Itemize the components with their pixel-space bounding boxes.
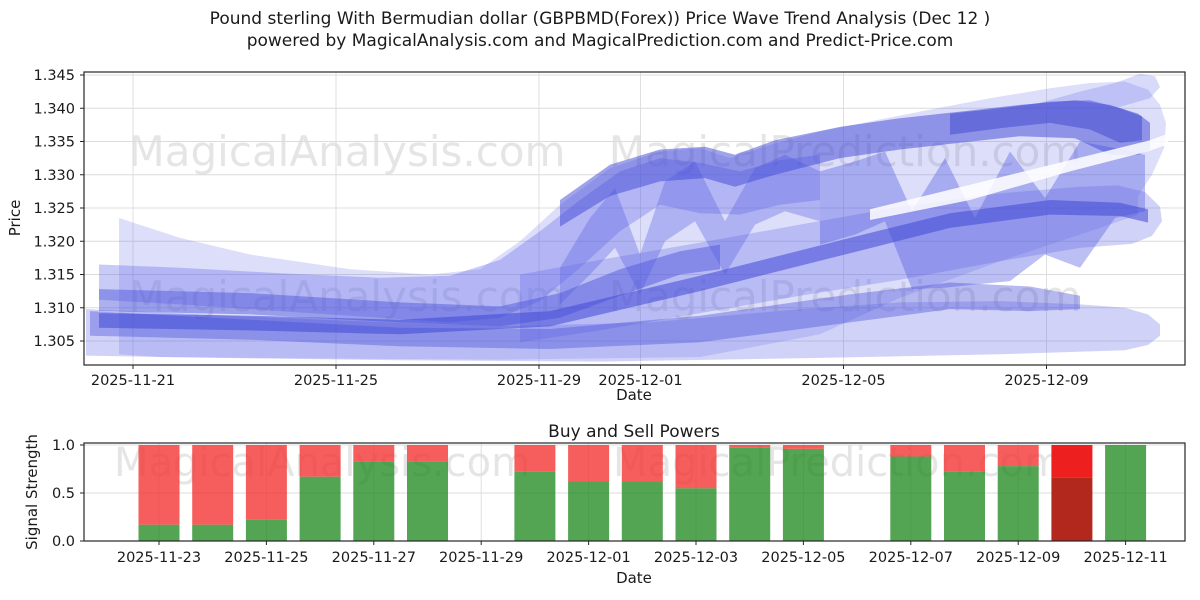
watermark-text: MagicalAnalysis.com	[129, 272, 566, 321]
sell-bar-2025-12-07	[890, 445, 932, 457]
sell-bar-2025-12-09	[997, 445, 1039, 467]
x-tick-label: 2025-12-11	[1083, 550, 1167, 566]
sell-bar-2025-12-05	[782, 445, 824, 449]
x-tick-label: 2025-12-09	[1004, 373, 1088, 389]
buy-sell-ticks: 0.0 0.5 1.0 2025-11-23 2025-11-25 2025-11-27 2…	[52, 438, 1168, 566]
x-tick-label: 2025-12-09	[976, 550, 1060, 566]
buy-bar-2025-12-05	[782, 448, 824, 541]
wave-band-pale-envelope	[119, 81, 1166, 360]
y-tick-label: 0.0	[52, 534, 75, 550]
x-tick-label: 2025-11-29	[439, 550, 523, 566]
figure-title-line1: Pound sterling With Bermudian dollar (GB…	[210, 9, 991, 29]
wave-band-dark-left-band	[99, 244, 720, 327]
x-tick-label: 2025-12-05	[801, 373, 885, 389]
wave-band-top-right-pale-blob	[1040, 73, 1160, 114]
sell-bar-2025-12-04	[729, 445, 771, 448]
buy-bar-2025-12-03	[675, 488, 717, 541]
sell-bar-2025-11-26	[299, 445, 341, 477]
price-wave-bands	[86, 73, 1168, 362]
sell-bar-2025-11-24	[192, 445, 234, 525]
x-tick-label: 2025-12-01	[546, 550, 630, 566]
y-tick-label: 1.315	[33, 268, 75, 284]
buy-bar-2025-12-09	[997, 466, 1039, 541]
wave-band-top-darkest-overlay	[950, 100, 1142, 143]
sell-bar-2025-12-03	[675, 445, 717, 489]
buy-sell-chart-title: Buy and Sell Powers	[548, 422, 720, 442]
buy-bar-2025-11-25	[245, 519, 287, 541]
y-tick-label: 1.335	[33, 135, 75, 151]
buy-bar-2025-11-27	[353, 461, 395, 541]
y-tick-label: 0.5	[52, 486, 75, 502]
wave-band-zigzag-left	[560, 154, 820, 305]
sell-bar-2025-11-25	[245, 445, 287, 520]
buy-bar-2025-11-26	[299, 476, 341, 541]
wave-band-middle-wave-finger	[520, 185, 1162, 343]
wave-band-left-medium-band	[99, 154, 820, 323]
buy-sell-chart-border	[83, 442, 1186, 542]
x-tick-label: 2025-11-21	[91, 373, 175, 389]
price-chart-xaxis-label: Date	[616, 386, 652, 404]
buy-bar-2025-11-23	[138, 524, 180, 541]
price-chart: MagicalAnalysis.comMagicalPrediction.com…	[6, 68, 1186, 404]
y-tick-label: 1.305	[33, 334, 75, 350]
buy-bar-2025-11-28	[407, 461, 448, 541]
buy-bar-2025-12-07	[890, 456, 932, 541]
wave-band-lower-wave-finger	[86, 301, 1160, 362]
y-tick-label: 1.340	[33, 101, 75, 117]
y-tick-label: 1.310	[33, 301, 75, 317]
y-tick-label: 1.330	[33, 168, 75, 184]
x-tick-label: 2025-12-07	[869, 550, 953, 566]
wave-band-white-gap-sliver	[870, 133, 1168, 220]
sell-bar-2025-11-28	[407, 445, 448, 462]
buy-bar-2025-12-01	[568, 481, 610, 541]
x-tick-label: 2025-11-25	[294, 373, 378, 389]
x-tick-label: 2025-11-25	[224, 550, 308, 566]
buy-bar-2025-12-11	[1105, 445, 1147, 541]
buy-bar-2025-11-24	[192, 524, 234, 541]
x-tick-label: 2025-12-05	[761, 550, 845, 566]
buy-bar-2025-11-30	[514, 471, 556, 541]
x-tick-label: 2025-11-29	[497, 373, 581, 389]
buy-bar-2025-12-10	[1051, 477, 1093, 541]
buy-bar-2025-12-08	[944, 471, 985, 541]
y-tick-label: 1.345	[33, 68, 75, 84]
sell-bar-2025-12-10	[1051, 445, 1093, 478]
y-tick-label: 1.325	[33, 201, 75, 217]
wave-band-dark-diagonal-stripe	[99, 200, 1148, 335]
y-tick-label: 1.0	[52, 438, 75, 454]
buy-bar-2025-12-02	[621, 481, 663, 541]
sell-bar-2025-12-08	[944, 445, 985, 472]
sell-bar-2025-12-02	[621, 445, 663, 482]
x-tick-label: 2025-12-01	[598, 373, 682, 389]
x-tick-label: 2025-12-03	[654, 550, 738, 566]
wave-band-top-dark-cluster	[560, 100, 1150, 227]
watermark-text: MagicalAnalysis.com	[129, 127, 566, 176]
price-axis-label: Price	[6, 200, 24, 237]
price-chart-ticks: 1.305 1.310 1.315 1.320 1.325 1.330 1.335 1.340…	[33, 68, 1088, 389]
buy-sell-xaxis-label: Date	[616, 569, 652, 587]
x-tick-label: 2025-11-27	[332, 550, 416, 566]
sell-bar-2025-12-01	[568, 445, 610, 482]
y-tick-label: 1.320	[33, 234, 75, 250]
price-chart-border	[83, 71, 1186, 366]
sell-bar-2025-11-27	[353, 445, 395, 462]
buy-sell-chart: Buy and Sell Powers MagicalAnalysis.comM…	[23, 422, 1186, 587]
signal-strength-axis-label: Signal Strength	[23, 434, 41, 550]
x-tick-label: 2025-11-23	[117, 550, 201, 566]
buy-sell-bars	[138, 445, 1147, 541]
sell-bar-2025-11-23	[138, 445, 180, 525]
buy-bar-2025-12-04	[729, 447, 771, 541]
figure-title-line2: powered by MagicalAnalysis.com and Magic…	[247, 31, 954, 51]
sell-bar-2025-11-30	[514, 445, 556, 472]
